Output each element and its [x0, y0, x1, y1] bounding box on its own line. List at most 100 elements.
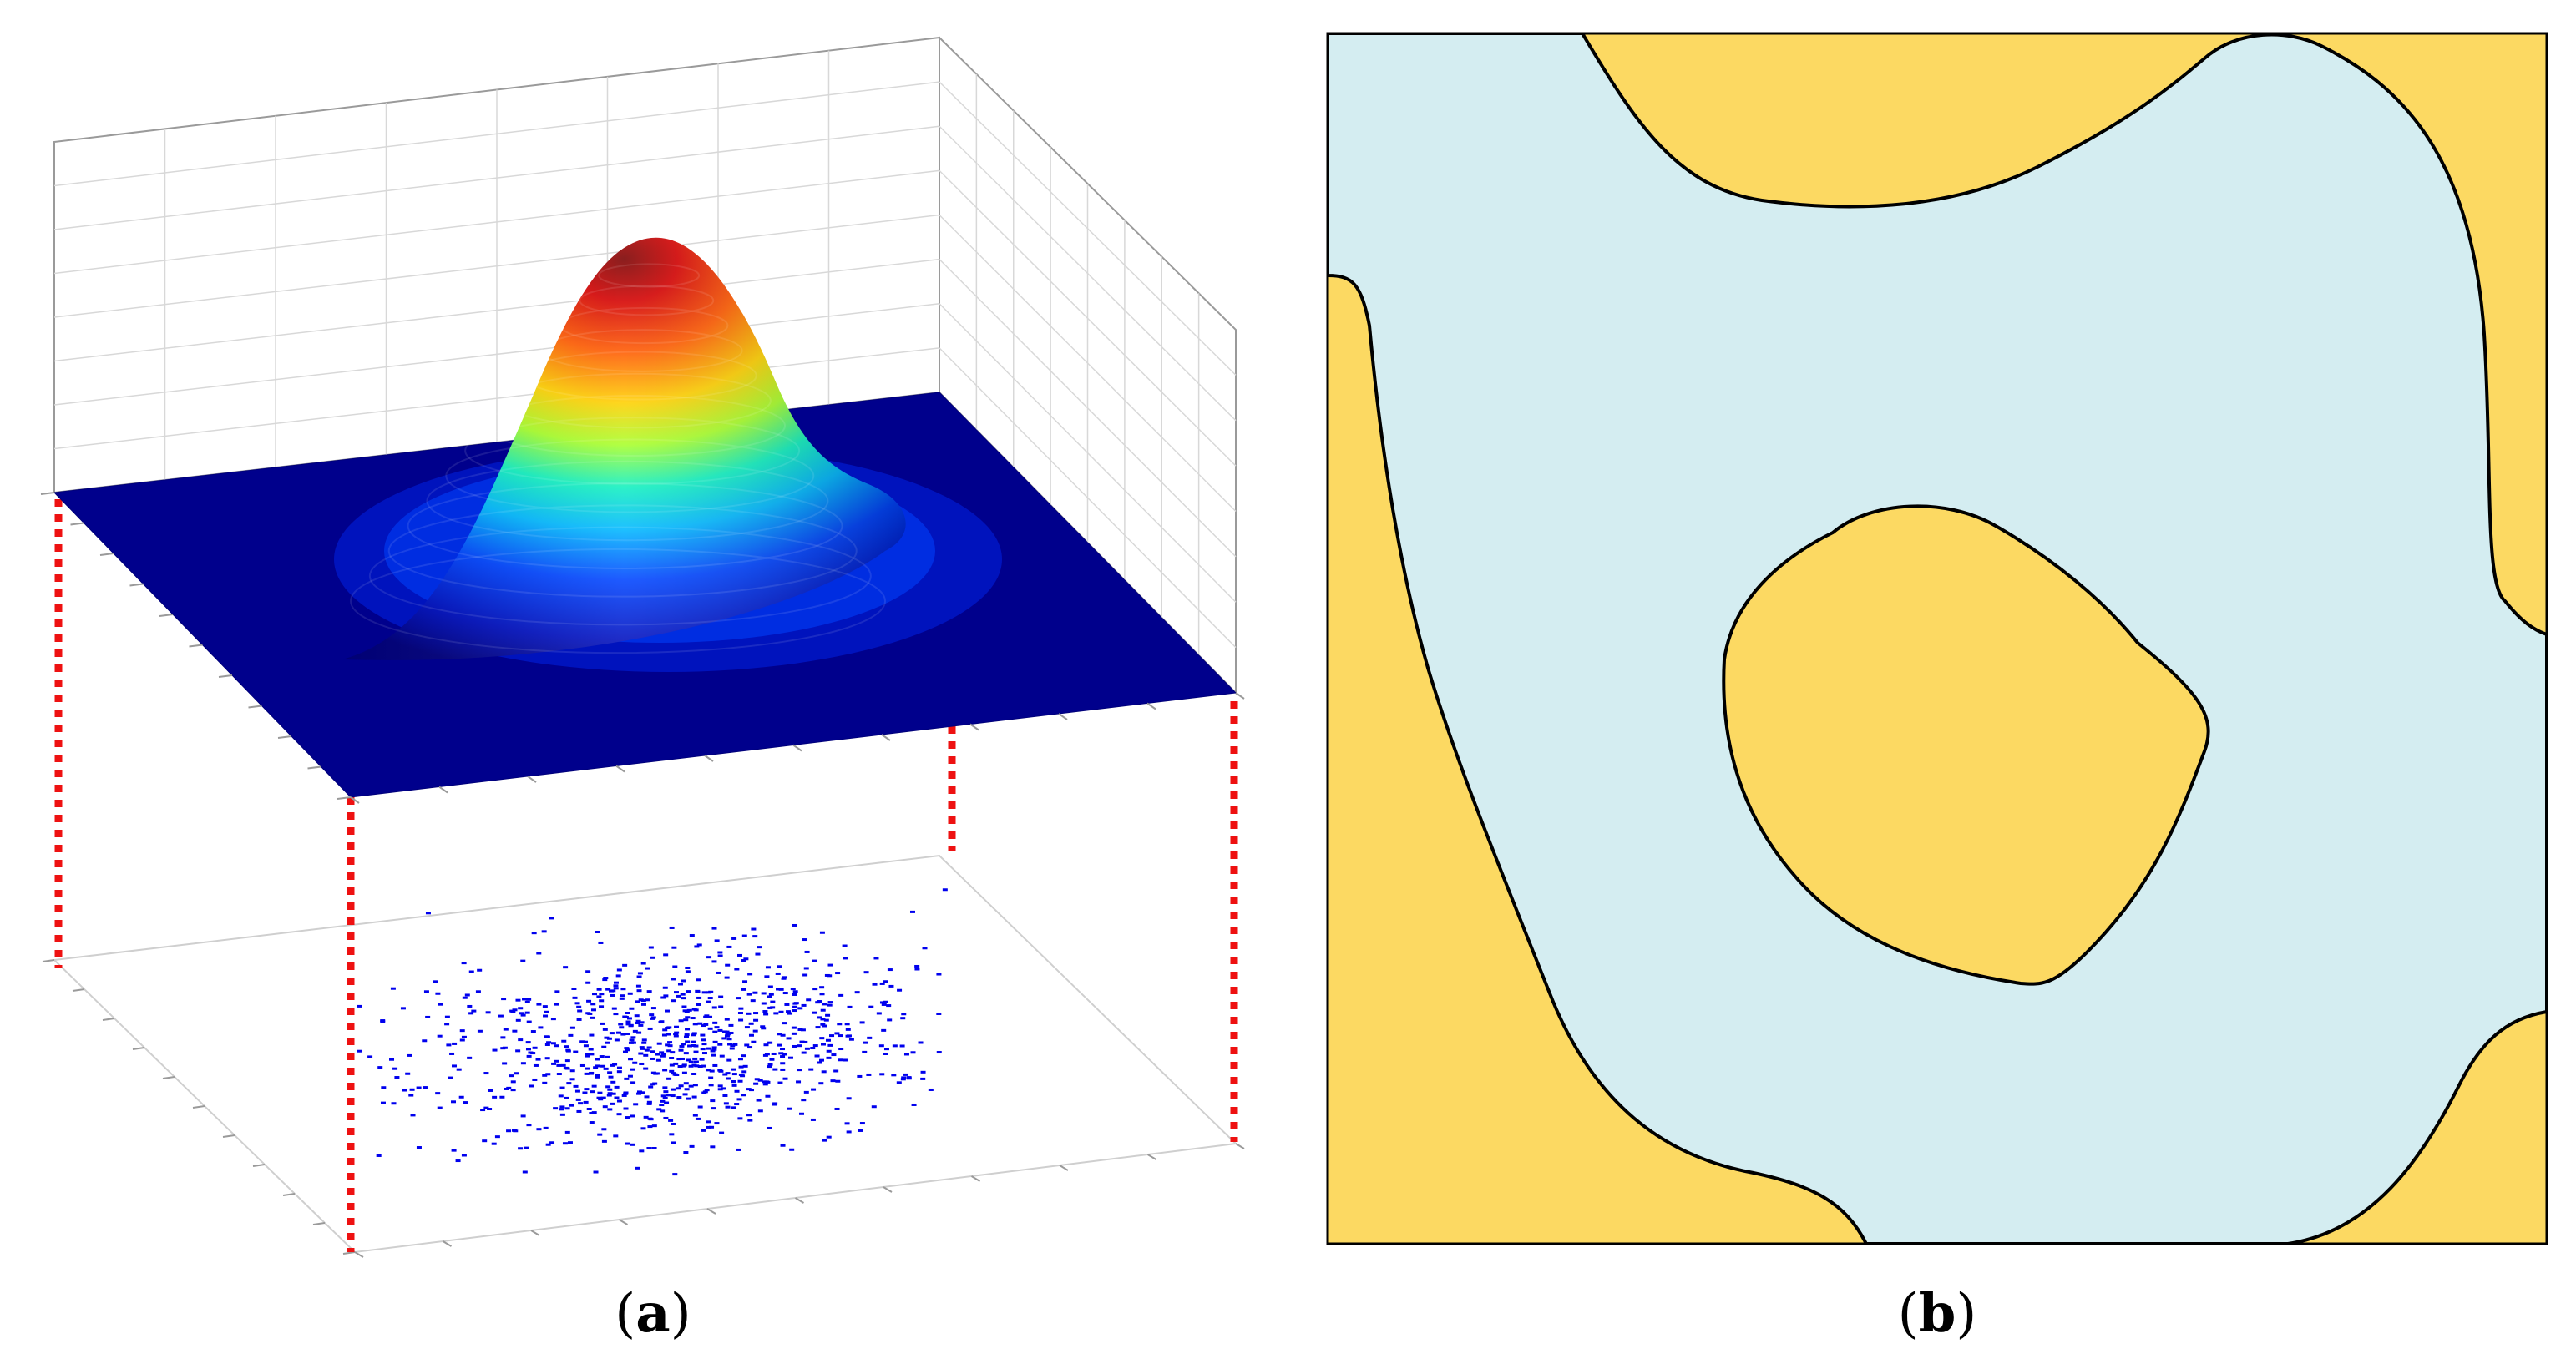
- scatter-point: [651, 1124, 657, 1128]
- scatter-point: [744, 1043, 750, 1047]
- grid-line: [53, 303, 940, 406]
- scatter-point: [616, 1099, 622, 1103]
- scatter-point: [846, 1097, 852, 1100]
- scatter-point: [780, 1048, 786, 1051]
- scatter-point: [722, 1073, 728, 1076]
- scatter-point: [647, 1027, 653, 1030]
- scatter-point: [520, 959, 526, 962]
- scatter-point: [407, 1053, 412, 1057]
- scatter-point: [625, 1023, 631, 1026]
- scatter-point: [878, 1044, 884, 1048]
- scatter-point: [449, 1052, 455, 1055]
- scatter-point: [664, 1101, 670, 1104]
- scatter-point: [737, 1079, 743, 1083]
- scatter-point: [468, 1012, 474, 1015]
- scatter-point: [377, 1066, 383, 1069]
- scatter-point: [763, 1043, 769, 1047]
- scatter-point: [901, 1013, 907, 1016]
- scatter-point: [662, 1096, 668, 1099]
- tick-mark: [969, 723, 979, 731]
- scatter-point: [756, 1099, 762, 1102]
- scatter-point: [684, 1088, 690, 1091]
- scatter-point: [879, 1073, 885, 1076]
- tick-mark: [277, 735, 292, 739]
- scatter-point: [614, 1096, 620, 1099]
- scatter-point: [531, 932, 537, 935]
- scatter-point: [606, 1037, 612, 1040]
- scatter-point: [879, 1001, 885, 1004]
- scatter-point: [835, 1079, 841, 1083]
- scatter-point: [504, 1087, 509, 1090]
- scatter-point: [391, 1102, 397, 1105]
- scatter-point: [676, 1087, 681, 1090]
- scatter-point: [586, 1108, 592, 1111]
- scatter-point: [812, 1011, 817, 1014]
- scatter-point: [845, 1028, 851, 1031]
- scatter-point: [757, 1079, 763, 1082]
- tick-mark: [218, 674, 233, 678]
- scatter-point: [575, 1098, 581, 1101]
- phase-map-frame: [1326, 32, 2548, 1245]
- scatter-point: [650, 1007, 656, 1010]
- scatter-point: [498, 1014, 504, 1018]
- scatter-point: [765, 1094, 771, 1098]
- scatter-point: [665, 1026, 671, 1029]
- scatter-point: [918, 1041, 924, 1044]
- scatter-point: [689, 934, 695, 937]
- scatter-point: [459, 1038, 465, 1042]
- scatter-point: [689, 1144, 695, 1148]
- scatter-point: [731, 1079, 736, 1083]
- scatter-point: [777, 1033, 782, 1036]
- gaussian-surface: [53, 237, 1237, 798]
- scatter-point: [716, 971, 721, 974]
- scatter-point: [717, 1084, 723, 1088]
- scatter-point: [641, 1038, 647, 1042]
- scatter-point: [628, 1058, 634, 1061]
- scatter-point: [825, 1013, 831, 1017]
- scatter-point: [762, 1083, 768, 1086]
- scatter-point: [600, 1022, 605, 1025]
- scatter-point: [710, 1099, 716, 1103]
- scatter-point: [887, 1018, 893, 1022]
- grid-line: [53, 214, 940, 318]
- scatter-point: [435, 992, 441, 995]
- scatter-point: [683, 1082, 689, 1085]
- scatter-point: [659, 1051, 665, 1054]
- scatter-point: [718, 995, 724, 998]
- scatter-point: [616, 968, 622, 972]
- scatter-point: [827, 1001, 833, 1004]
- scatter-point: [635, 1166, 640, 1170]
- scatter-point: [655, 1053, 660, 1056]
- scatter-point: [380, 1101, 386, 1104]
- scatter-point: [601, 1128, 607, 1131]
- scatter-point: [823, 1018, 829, 1022]
- scatter-point: [722, 1094, 728, 1097]
- scatter-point: [819, 986, 825, 989]
- scatter-point: [873, 957, 879, 960]
- scatter-point: [578, 1102, 584, 1105]
- scatter-point: [625, 1012, 630, 1015]
- scatter-point: [538, 1026, 544, 1029]
- tick-mark: [442, 1240, 453, 1247]
- tick-mark: [248, 705, 262, 709]
- scatter-point: [667, 1041, 673, 1044]
- scatter-point: [669, 1069, 675, 1073]
- scatter-point: [784, 1003, 790, 1006]
- tick-mark: [40, 492, 55, 495]
- grid-line: [53, 169, 940, 275]
- scatter-point: [680, 1057, 686, 1060]
- scatter-point: [942, 888, 948, 892]
- scatter-point: [868, 1005, 874, 1008]
- scatter-point: [619, 1026, 625, 1029]
- scatter-point: [536, 952, 542, 955]
- scatter-point: [701, 1091, 707, 1094]
- scatter-point: [681, 1043, 686, 1046]
- scatter-point: [564, 1130, 570, 1134]
- scatter-point: [721, 1087, 726, 1090]
- scatter-point: [451, 1100, 457, 1104]
- scatter-point: [760, 1025, 766, 1028]
- scatter-point: [632, 1061, 638, 1064]
- scatter-point: [602, 1028, 608, 1031]
- scatter-point: [863, 971, 869, 974]
- scatter-point: [731, 1073, 737, 1076]
